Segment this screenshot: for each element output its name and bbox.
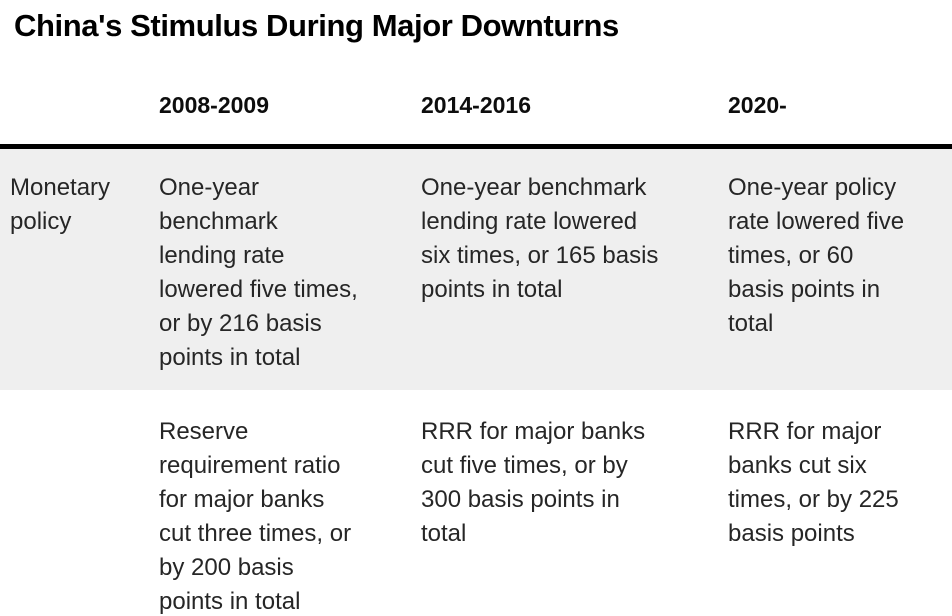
stimulus-table-graphic: China's Stimulus During Major Downturns …	[0, 6, 952, 616]
table-row-reserve-requirement: Reserve requirement ratio for major bank…	[0, 390, 952, 616]
table-header-row: 2008-2009 2014-2016 2020-	[0, 46, 952, 120]
cell-rrr-2008-2009: Reserve requirement ratio for major bank…	[159, 418, 352, 615]
header-empty-cell	[0, 90, 159, 120]
cell-monetary-2014-2016: One-year benchmark lending rate lowered …	[421, 174, 659, 303]
cell-rrr-2014-2016: RRR for major banks cut five times, or b…	[421, 418, 646, 547]
page-title: China's Stimulus During Major Downturns	[14, 8, 619, 43]
cell-monetary-2008-2009: One-year benchmark lending rate lowered …	[159, 174, 358, 371]
cell-rrr-2020: RRR for major banks cut six times, or by…	[728, 418, 899, 547]
table-row-monetary-policy: Monetary policy One-year benchmark lendi…	[0, 149, 952, 390]
table-body: Monetary policy One-year benchmark lendi…	[0, 144, 952, 616]
header-2014-2016: 2014-2016	[421, 92, 531, 118]
header-2008-2009: 2008-2009	[159, 92, 269, 118]
cell-monetary-2020: One-year policy rate lowered five times,…	[728, 174, 905, 337]
row-label-monetary-policy: Monetary policy	[10, 174, 111, 235]
header-2020: 2020-	[728, 92, 787, 118]
